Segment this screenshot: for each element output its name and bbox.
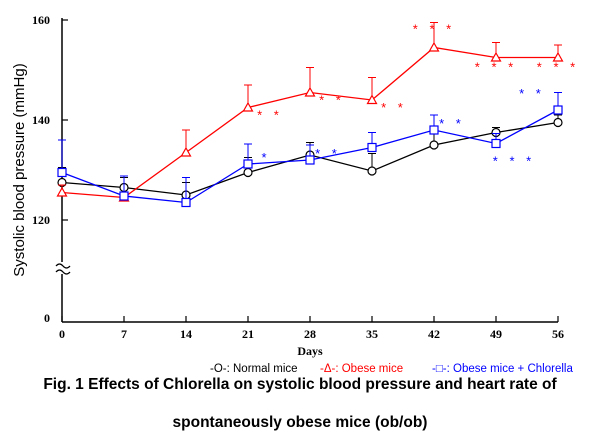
data-point xyxy=(490,51,502,62)
legend-item-obese: -Δ-: Obese mice xyxy=(320,363,403,375)
data-point xyxy=(304,86,316,97)
data-point xyxy=(181,197,191,208)
significance-label: * xyxy=(261,150,270,165)
data-point xyxy=(367,142,377,153)
series-obese-mice-chlorella: * * * * * * * * * * xyxy=(57,86,563,208)
data-point xyxy=(552,51,564,62)
chart: Systolic blood pressure (mmHg) Days 160 … xyxy=(11,13,579,375)
x-tick-label: 42 xyxy=(428,327,440,341)
x-tick-label: 7 xyxy=(121,327,127,341)
y-axis-title: Systolic blood pressure (mmHg) xyxy=(11,63,28,276)
data-point xyxy=(243,167,253,178)
x-tick-label: 56 xyxy=(552,327,564,341)
data-point xyxy=(305,155,315,165)
data-point xyxy=(553,105,563,115)
significance-label: * * xyxy=(257,108,283,123)
significance-label: * * * xyxy=(475,60,517,75)
data-point xyxy=(57,167,67,178)
x-tick-label: 28 xyxy=(304,327,316,341)
legend: -O-: Normal mice -Δ-: Obese mice -□-: Ob… xyxy=(210,363,573,375)
data-point xyxy=(367,166,377,176)
significance-label: * * * xyxy=(493,154,535,169)
y-tick-label: 0 xyxy=(44,311,50,325)
data-point xyxy=(242,101,254,112)
significance-label: * * * xyxy=(413,22,455,37)
series-obese-mice: * ** * * ** * ** * * * * * xyxy=(56,22,579,202)
data-point xyxy=(243,159,253,169)
data-point xyxy=(428,41,440,52)
data-point xyxy=(429,140,439,150)
y-tick-label: 120 xyxy=(32,213,50,227)
data-point xyxy=(429,125,439,135)
x-axis-title: Days xyxy=(297,344,323,358)
x-tick-label: 0 xyxy=(59,327,65,341)
legend-item-chlorella: -□-: Obese mice + Chlorella xyxy=(432,363,573,375)
significance-label: * * xyxy=(319,93,345,108)
data-point xyxy=(56,186,68,197)
significance-label: * * xyxy=(381,100,407,115)
x-tick-label: 21 xyxy=(242,327,254,341)
legend-item-normal: -O-: Normal mice xyxy=(210,363,298,375)
data-point xyxy=(119,191,129,201)
x-tick-label: 49 xyxy=(490,327,502,341)
y-tick-label: 160 xyxy=(32,13,50,27)
x-tick-label: 14 xyxy=(180,327,192,341)
figure-caption-line-1: Fig. 1 Effects of Chlorella on systolic … xyxy=(43,376,557,393)
significance-label: * * * xyxy=(537,60,579,75)
data-point xyxy=(180,146,192,157)
y-tick-label: 140 xyxy=(32,113,50,127)
data-point xyxy=(366,94,378,105)
x-tick-label: 35 xyxy=(366,327,378,341)
significance-label: * * xyxy=(519,86,545,101)
data-point xyxy=(491,138,501,149)
data-point xyxy=(553,117,563,128)
figure-caption-line-2: spontaneously obese mice (ob/ob) xyxy=(172,414,428,431)
axis-break-icon xyxy=(55,262,71,275)
significance-label: * * xyxy=(315,146,341,161)
significance-label: * * xyxy=(439,116,465,131)
